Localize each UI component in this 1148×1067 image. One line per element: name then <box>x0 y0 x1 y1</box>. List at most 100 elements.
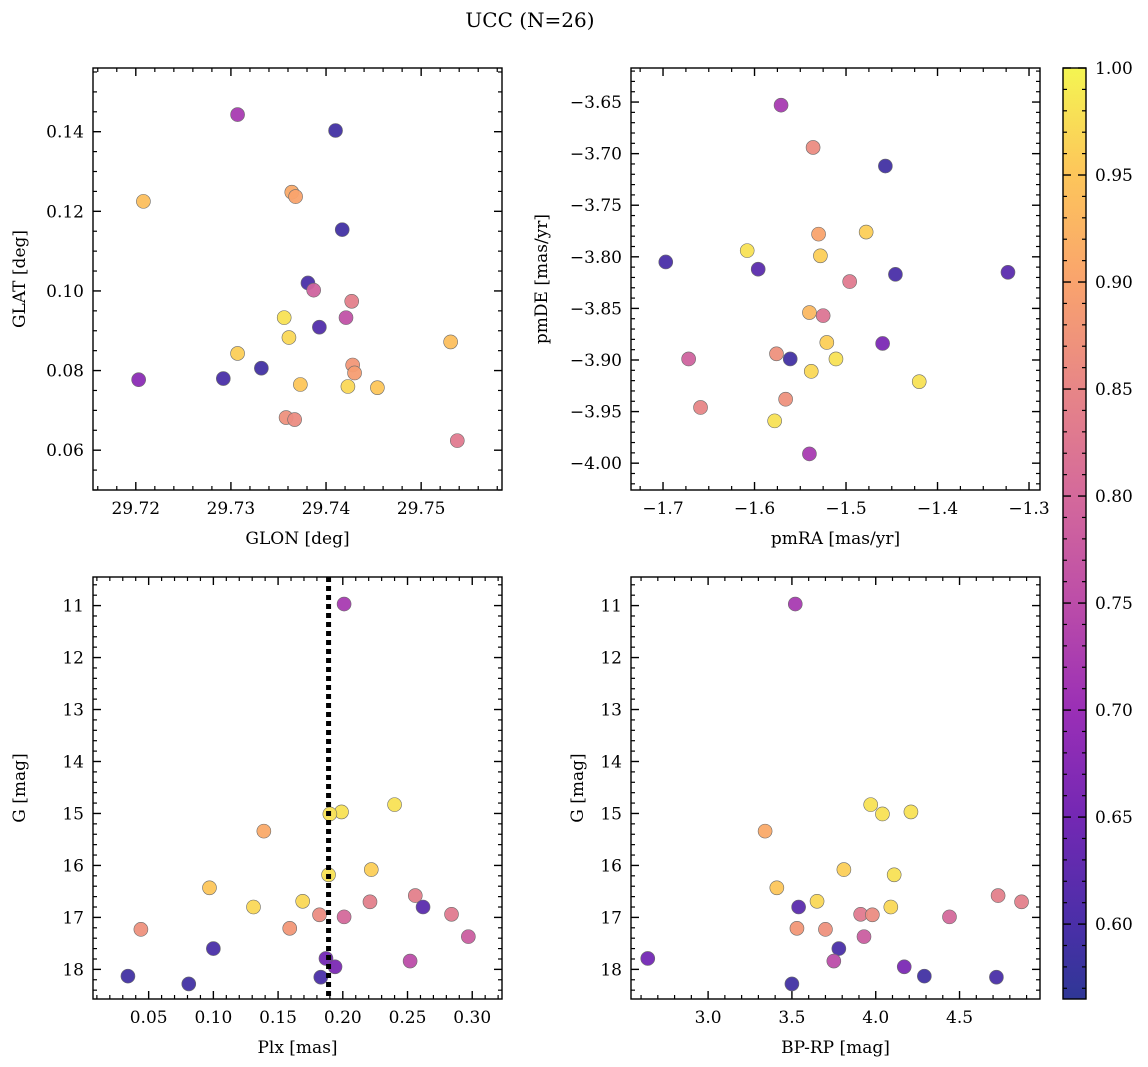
data-point <box>295 893 310 909</box>
data-point <box>340 379 356 394</box>
scatter-panels: 29.72 29.73 29.74 29.75 0.06 0.08 0.10 0.12 0.14… <box>10 67 1050 1058</box>
data-point <box>206 941 221 956</box>
data-point <box>254 360 269 376</box>
data-point <box>739 243 755 258</box>
data-point <box>875 806 890 822</box>
x-tick-label: 4.5 <box>946 1008 973 1028</box>
axes-frame <box>92 67 503 491</box>
data-point <box>347 365 362 381</box>
data-point <box>1000 264 1016 280</box>
y-tick-label: 11 <box>62 597 84 617</box>
points <box>658 97 1016 462</box>
x-tick-label: 29.74 <box>302 499 351 519</box>
data-point <box>769 346 784 362</box>
data-point <box>773 97 789 113</box>
y-tick-label: 18 <box>600 960 622 980</box>
data-point <box>293 377 308 392</box>
scatter-panel-2: −1.7 −1.6 −1.5 −1.4 −1.3 −4.00 −3.95 −3.90 −3.85… <box>532 67 1050 549</box>
data-point <box>778 391 793 407</box>
y-tick-label: 0.08 <box>46 362 84 382</box>
y-tick-label: −3.85 <box>570 299 622 319</box>
data-point <box>831 941 847 956</box>
data-point <box>336 596 352 612</box>
y-axis-label: G [mag] <box>568 753 588 822</box>
x-tick-label: 0.25 <box>389 1008 427 1028</box>
colorbar-gradient <box>1063 68 1086 999</box>
data-point <box>803 364 819 379</box>
data-point <box>230 346 245 361</box>
x-tick-label: −1.6 <box>734 499 775 519</box>
data-point <box>313 969 329 985</box>
data-point <box>791 899 806 915</box>
data-point <box>990 888 1006 903</box>
data-point <box>336 909 352 925</box>
x-tick-label: 29.72 <box>111 499 160 519</box>
y-tick-label: 15 <box>62 804 84 824</box>
x-tick-label: 3.0 <box>695 1008 722 1028</box>
data-point <box>363 862 379 877</box>
data-point <box>903 804 919 820</box>
data-point <box>338 310 354 325</box>
colorbar-tick-label: 0.75 <box>1095 594 1133 614</box>
colorbar-frame <box>1062 67 1087 1000</box>
x-axis-label: BP-RP [mag] <box>781 1038 890 1058</box>
scatter-panel-1: 29.72 29.73 29.74 29.75 0.06 0.08 0.10 0.12 0.14… <box>10 67 503 549</box>
data-point <box>120 968 136 984</box>
data-point <box>805 140 821 155</box>
data-point <box>989 969 1004 985</box>
y-tick-label: −4.00 <box>570 454 622 474</box>
y-tick-label: 14 <box>600 752 622 772</box>
y-tick-label: 0.14 <box>46 123 84 143</box>
data-point <box>312 907 327 923</box>
y-tick-label: −3.95 <box>570 403 622 423</box>
figure-title: UCC (N=26) <box>465 8 594 32</box>
y-tick-label: 16 <box>600 856 622 876</box>
y-tick-label: −3.80 <box>570 248 622 268</box>
x-tick-label: 0.05 <box>130 1008 168 1028</box>
data-point <box>896 959 912 975</box>
y-axis-label: GLAT [deg] <box>10 230 30 328</box>
data-point <box>784 976 800 992</box>
y-tick-label: 17 <box>600 908 622 928</box>
data-point <box>1014 894 1029 910</box>
axes-frame <box>630 576 1041 1000</box>
x-tick-label: 29.75 <box>397 499 446 519</box>
data-point <box>883 899 899 915</box>
data-point <box>886 867 902 883</box>
y-axis-label: pmDE [mas/yr] <box>532 214 552 344</box>
x-tick-label: −1.7 <box>642 499 683 519</box>
data-point <box>402 953 418 969</box>
data-point <box>443 334 458 350</box>
data-point <box>750 261 766 277</box>
colorbar-tick-label: 0.70 <box>1095 701 1133 721</box>
data-point <box>802 305 817 320</box>
x-tick-label: 3.5 <box>778 1008 805 1028</box>
data-point <box>334 222 350 237</box>
y-tick-label: 0.10 <box>46 282 84 302</box>
y-tick-label: 13 <box>62 701 84 721</box>
data-point <box>819 335 835 350</box>
data-point <box>306 282 321 298</box>
x-tick-label: −1.5 <box>825 499 866 519</box>
y-tick-label: 12 <box>62 649 84 669</box>
data-point <box>318 951 334 966</box>
data-point <box>444 906 459 922</box>
colorbar-tick-label: 0.85 <box>1095 380 1133 400</box>
data-point <box>769 880 785 896</box>
data-point <box>449 433 465 448</box>
y-tick-label: −3.70 <box>570 145 622 165</box>
x-axis-label: GLON [deg] <box>245 529 349 549</box>
data-point <box>878 158 893 174</box>
data-point <box>809 893 825 909</box>
data-point <box>407 888 423 903</box>
data-point <box>415 899 431 915</box>
points <box>131 107 465 448</box>
data-point <box>828 351 844 367</box>
y-tick-label: 13 <box>600 701 622 721</box>
data-point <box>757 823 773 839</box>
data-point <box>942 909 957 925</box>
data-point <box>911 374 927 389</box>
data-point <box>842 274 857 289</box>
data-point <box>875 336 890 351</box>
